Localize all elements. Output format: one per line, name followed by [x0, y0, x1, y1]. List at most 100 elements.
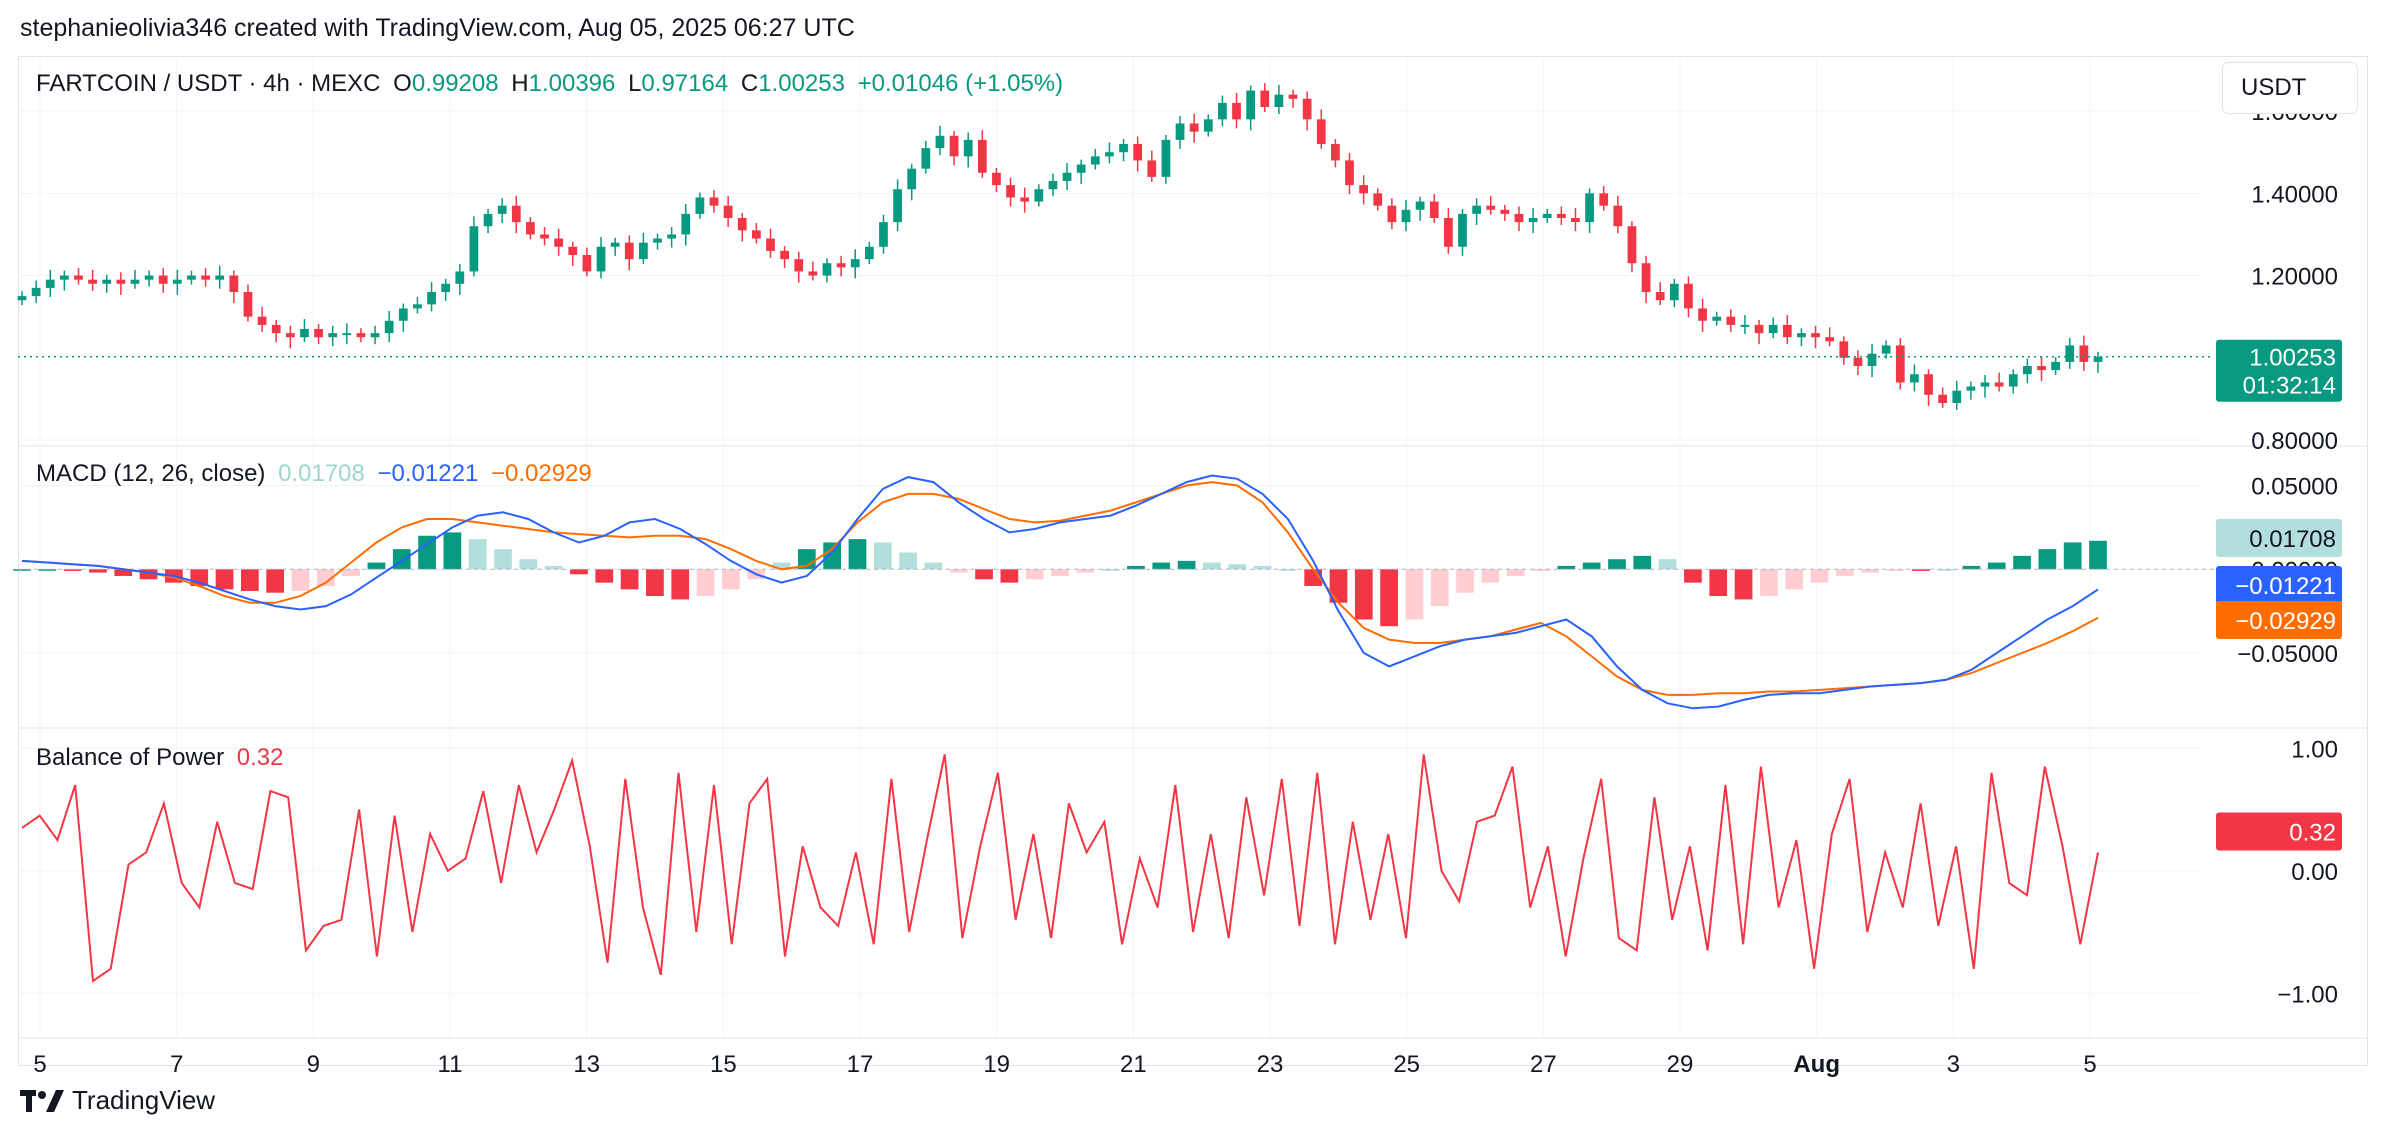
- candle-body: [850, 259, 860, 268]
- candle-body: [229, 275, 239, 292]
- macd-signal-tag: −0.02929: [2216, 601, 2342, 639]
- candle-body: [17, 296, 27, 301]
- candle-body: [1924, 374, 1933, 395]
- candle-body: [921, 148, 931, 169]
- candle-body: [1881, 345, 1891, 354]
- candle-body: [328, 333, 338, 338]
- macd-histogram-bar: [1709, 569, 1728, 597]
- candle-body: [1175, 123, 1185, 140]
- currency-selector[interactable]: USDT: [2222, 62, 2358, 114]
- high-label: H: [511, 70, 529, 97]
- candle-body: [681, 213, 691, 235]
- macd-histogram-bar: [671, 569, 690, 600]
- macd-histogram-bar: [519, 559, 538, 570]
- candle-body: [1627, 226, 1637, 264]
- candle-body: [1895, 345, 1905, 383]
- candle-body: [1105, 152, 1114, 157]
- bop-value: 0.32: [236, 744, 284, 771]
- candle-body: [398, 308, 408, 321]
- macd-histogram-bar: [848, 539, 867, 570]
- macd-histogram-bar: [1886, 569, 1905, 571]
- macd-histogram-bar: [646, 569, 664, 597]
- macd-line-tag-bg: [2216, 566, 2342, 604]
- macd-histogram-bar: [1430, 569, 1449, 607]
- macd-histogram-bar: [1557, 565, 1576, 570]
- open-label: O: [393, 70, 412, 97]
- bop-line: [21, 754, 2099, 983]
- macd-hist-tag-bg: [2216, 519, 2342, 557]
- candle-body: [1232, 102, 1241, 120]
- macd-line-tag: −0.01221: [2216, 566, 2342, 604]
- candle-body: [427, 292, 436, 305]
- candle-body: [370, 333, 380, 338]
- candle-body: [1472, 205, 1481, 214]
- macd-histogram-bar: [1000, 569, 1019, 583]
- candle-body: [822, 263, 832, 276]
- candle-body: [1556, 213, 1566, 218]
- candle-body: [1825, 337, 1835, 342]
- candle-body: [2065, 345, 2075, 362]
- candle-body: [1062, 172, 1072, 181]
- candle-body: [1585, 193, 1594, 223]
- candle-body: [2037, 366, 2046, 371]
- candle-body: [1599, 193, 1609, 206]
- candle-body: [1443, 218, 1453, 247]
- candle-body: [1811, 333, 1820, 338]
- macd-histogram-bar: [1329, 569, 1348, 603]
- macd-histogram-bar: [38, 569, 57, 571]
- macd-histogram-bar: [1582, 562, 1601, 570]
- candle-body: [300, 329, 309, 338]
- candle-body: [1938, 394, 1948, 403]
- bop-axis-label: −1.00: [2277, 981, 2338, 1008]
- candle-body: [441, 283, 451, 292]
- candle-body: [1740, 324, 1750, 327]
- macd-histogram-bar: [291, 569, 310, 592]
- x-tick-label: 5: [33, 1051, 46, 1078]
- candle-body: [257, 316, 267, 325]
- candle-body: [1147, 160, 1157, 177]
- candle-body: [1274, 94, 1284, 107]
- candle-body: [172, 279, 182, 284]
- candle-body: [130, 279, 140, 284]
- last-price-tag-text: 01:32:14: [2243, 373, 2336, 400]
- macd-histogram-bar: [1785, 569, 1804, 590]
- macd-histogram-bar: [1684, 569, 1702, 583]
- macd-histogram-bar: [1481, 569, 1500, 583]
- symbol-label[interactable]: FARTCOIN / USDT · 4h · MEXC: [36, 70, 381, 97]
- macd-histogram-bar: [1760, 569, 1778, 597]
- candle-body: [1966, 386, 1976, 391]
- price-axis-label: 1.20000: [2251, 264, 2338, 291]
- macd-title[interactable]: MACD (12, 26, close): [36, 460, 266, 487]
- x-tick-label: 7: [170, 1051, 183, 1078]
- candle-body: [2093, 356, 2103, 362]
- x-tick-label: 25: [1393, 1051, 1420, 1078]
- bop-title[interactable]: Balance of Power: [36, 744, 225, 771]
- macd-hist-tag-text: 0.01708: [2249, 526, 2336, 553]
- tradingview-logo[interactable]: TradingView: [20, 1085, 215, 1116]
- candle-body: [342, 333, 352, 336]
- macd-histogram-bar: [266, 569, 285, 593]
- candle-body: [1189, 123, 1199, 132]
- bop-tag-text: 0.32: [2289, 820, 2336, 847]
- candle-body: [88, 279, 97, 284]
- candle-body: [1486, 205, 1496, 210]
- candle-body: [653, 238, 662, 243]
- macd-histogram-bar: [367, 562, 386, 570]
- macd-histogram-bar: [1076, 569, 1095, 573]
- low-value: 0.97164: [641, 70, 729, 97]
- candle-body: [1684, 283, 1693, 309]
- macd-legend: MACD (12, 26, close) 0.01708 −0.01221 −0…: [36, 460, 598, 488]
- price-axis-label: 1.40000: [2251, 181, 2338, 208]
- macd-histogram-bar: [63, 569, 82, 571]
- candle-body: [1980, 382, 1990, 387]
- macd-histogram-bar: [570, 569, 588, 575]
- candle-body: [582, 255, 592, 272]
- candle-body: [1712, 316, 1722, 321]
- macd-histogram-bar: [1203, 562, 1221, 570]
- candle-body: [455, 271, 465, 284]
- macd-histogram-bar: [1608, 559, 1626, 570]
- macd-histogram-bar: [1835, 569, 1854, 576]
- candle-body: [1161, 139, 1171, 177]
